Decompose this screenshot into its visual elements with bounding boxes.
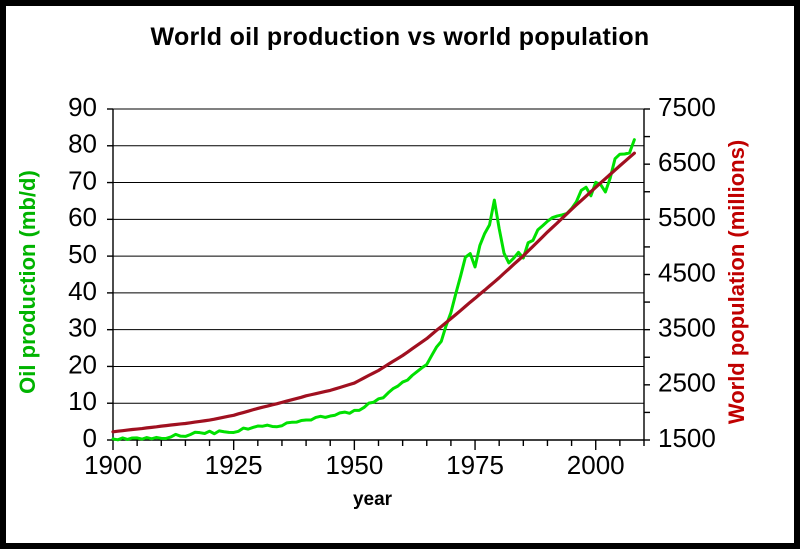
svg-text:7500: 7500	[658, 92, 716, 122]
svg-text:70: 70	[68, 165, 97, 195]
svg-text:1975: 1975	[446, 450, 504, 480]
svg-text:10: 10	[68, 386, 97, 416]
svg-text:1925: 1925	[205, 450, 263, 480]
svg-text:20: 20	[68, 349, 97, 379]
svg-text:6500: 6500	[658, 147, 716, 177]
svg-text:2000: 2000	[567, 450, 625, 480]
svg-text:2500: 2500	[658, 368, 716, 398]
svg-text:40: 40	[68, 276, 97, 306]
svg-text:90: 90	[68, 92, 97, 122]
svg-text:1950: 1950	[325, 450, 383, 480]
svg-text:3500: 3500	[658, 313, 716, 343]
svg-text:1900: 1900	[84, 450, 142, 480]
svg-text:30: 30	[68, 313, 97, 343]
svg-text:80: 80	[68, 129, 97, 159]
svg-text:4500: 4500	[658, 257, 716, 287]
svg-text:60: 60	[68, 202, 97, 232]
svg-text:5500: 5500	[658, 202, 716, 232]
svg-text:50: 50	[68, 239, 97, 269]
svg-text:1500: 1500	[658, 423, 716, 453]
svg-text:0: 0	[83, 423, 97, 453]
